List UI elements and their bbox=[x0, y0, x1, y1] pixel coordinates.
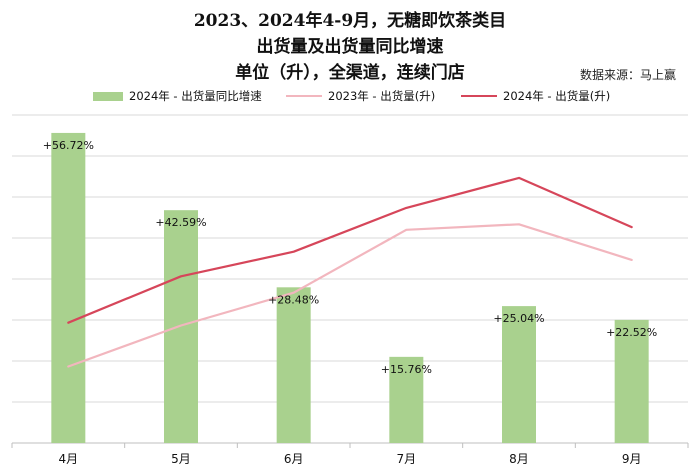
bar-growth bbox=[276, 287, 311, 443]
chart-title-line-2: 出货量及出货量同比增速 bbox=[256, 37, 444, 57]
legend-item-growth: 2024年 - 出货量同比增速 bbox=[93, 88, 262, 104]
bar-data-label: +15.76% bbox=[381, 363, 432, 376]
legend-swatch-growth bbox=[93, 91, 123, 101]
line-2024-shipments bbox=[67, 176, 633, 324]
x-tick-label: 9月 bbox=[622, 452, 642, 466]
bar-growth bbox=[389, 356, 424, 443]
chart-title-line-1: 2023、2024年4-9月，无糖即饮茶类目 bbox=[193, 11, 507, 31]
x-tick-label: 8月 bbox=[509, 452, 529, 466]
bar-growth bbox=[51, 132, 86, 443]
bar-data-label: +56.72% bbox=[43, 139, 94, 152]
legend-label-2024: 2024年 - 出货量(升) bbox=[503, 89, 611, 103]
x-tick-label: 6月 bbox=[284, 452, 304, 466]
bar-data-label: +28.48% bbox=[268, 293, 319, 306]
legend-item-2024: 2024年 - 出货量(升) bbox=[461, 88, 610, 104]
legend-item-2023: 2023年 - 出货量(升) bbox=[286, 88, 435, 104]
x-tick-label: 7月 bbox=[397, 452, 417, 466]
x-tick-label: 4月 bbox=[59, 452, 79, 466]
legend-label-growth: 2024年 - 出货量同比增速 bbox=[129, 89, 262, 103]
legend-label-2023: 2023年 - 出货量(升) bbox=[328, 89, 436, 103]
bar-growth bbox=[614, 319, 649, 443]
x-tick-label: 5月 bbox=[171, 452, 191, 466]
chart-title-line-3: 单位（升），全渠道，连续门店 bbox=[235, 63, 465, 83]
bar-data-label: +22.52% bbox=[606, 326, 657, 339]
data-source-note: 数据来源：马上赢 bbox=[579, 68, 676, 82]
legend-swatch-2024 bbox=[461, 95, 497, 97]
bar-data-label: +25.04% bbox=[493, 312, 544, 325]
bar-growth bbox=[502, 306, 536, 443]
line-2023-shipments bbox=[67, 223, 633, 368]
legend-swatch-2023 bbox=[286, 95, 322, 97]
bar-data-label: +42.59% bbox=[155, 216, 206, 229]
chart-legend: 2024年 - 出货量同比增速 2023年 - 出货量(升) 2024年 - 出… bbox=[0, 88, 700, 104]
